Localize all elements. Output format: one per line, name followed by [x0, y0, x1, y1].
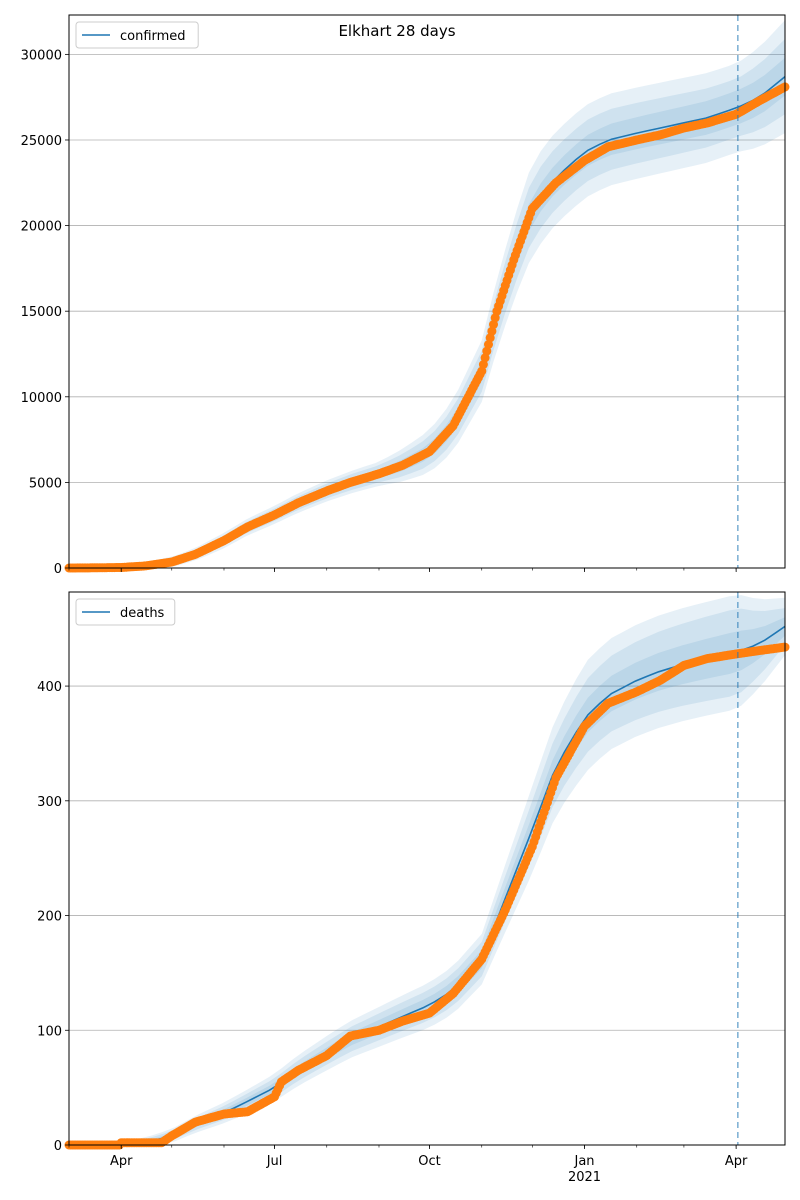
credible-interval-band — [69, 39, 785, 568]
x-tick-label: Apr — [725, 1154, 748, 1169]
y-tick-label: 30000 — [21, 48, 62, 63]
legend-label: confirmed — [120, 29, 186, 44]
observed-points — [64, 82, 790, 573]
observed-points — [64, 642, 790, 1150]
y-tick-label: 400 — [37, 680, 62, 695]
credible-interval-band — [69, 595, 785, 1145]
legend-box — [75, 21, 199, 49]
x-tick-label: Jul — [266, 1154, 283, 1169]
plot-frame — [68, 14, 786, 569]
y-tick-label: 0 — [54, 562, 62, 577]
legend-label: deaths — [120, 606, 165, 621]
y-tick-label: 15000 — [21, 305, 62, 320]
y-tick-label: 25000 — [21, 134, 62, 149]
plot-frame — [68, 591, 786, 1146]
x-tick-label: Apr — [110, 1154, 133, 1169]
y-tick-label: 5000 — [29, 476, 62, 491]
y-tick-label: 10000 — [21, 391, 62, 406]
credible-interval-band — [69, 608, 785, 1145]
y-tick-label: 200 — [37, 910, 62, 925]
legend: confirmed — [75, 21, 199, 49]
confirmed-chart-panel: 0 5000 10000 15000 20000 25000 30000 confirmed — [21, 14, 790, 577]
y-tick-label: 100 — [37, 1024, 62, 1039]
figure-title: Elkhart 28 days — [338, 22, 455, 40]
x-tick-label: Jan — [573, 1154, 594, 1169]
y-tick-label: 300 — [37, 795, 62, 810]
x-tick-label: Oct — [418, 1154, 440, 1169]
credible-interval-band — [69, 617, 785, 1145]
x-year-label: 2021 — [568, 1170, 601, 1185]
credible-interval-band — [69, 20, 785, 569]
legend-box — [75, 598, 176, 626]
y-tick-label: 0 — [54, 1139, 62, 1154]
credible-interval-band — [69, 57, 785, 569]
y-tick-label: 20000 — [21, 220, 62, 235]
legend: deaths — [75, 598, 176, 626]
